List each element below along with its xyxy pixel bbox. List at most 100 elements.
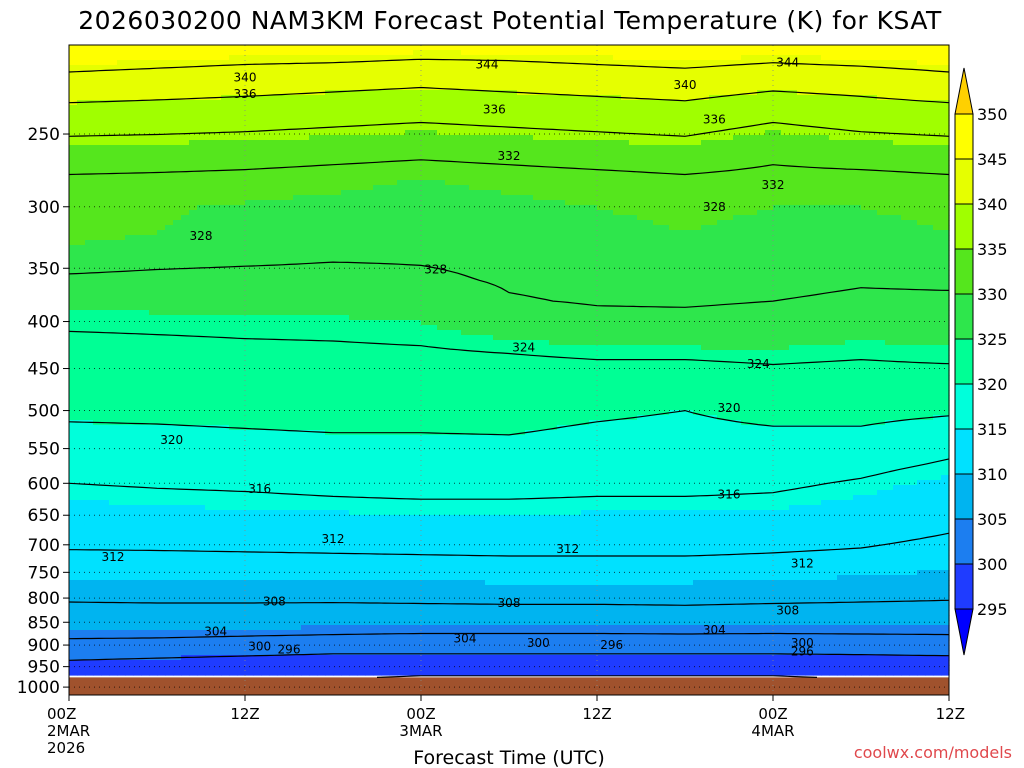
theta-cell xyxy=(349,115,358,121)
theta-cell xyxy=(141,115,150,121)
theta-cell xyxy=(349,270,358,276)
theta-cell xyxy=(229,665,238,671)
theta-cell xyxy=(293,565,302,571)
theta-cell xyxy=(229,280,238,286)
theta-cell xyxy=(117,55,126,61)
theta-cell xyxy=(69,190,78,196)
theta-cell xyxy=(109,290,118,296)
theta-cell xyxy=(125,415,134,421)
theta-cell xyxy=(285,45,294,51)
theta-cell xyxy=(317,440,326,446)
theta-cell xyxy=(189,480,198,486)
theta-cell xyxy=(245,75,254,81)
theta-cell xyxy=(317,85,326,91)
theta-cell xyxy=(277,180,286,186)
theta-cell xyxy=(109,390,118,396)
theta-cell xyxy=(309,385,318,391)
theta-cell xyxy=(77,170,86,176)
theta-cell xyxy=(269,630,278,636)
theta-cell xyxy=(293,245,302,251)
theta-cell xyxy=(285,230,294,236)
theta-cell xyxy=(77,120,86,126)
theta-cell xyxy=(197,255,206,261)
theta-cell xyxy=(221,375,230,381)
theta-cell xyxy=(133,255,142,261)
theta-cell xyxy=(277,270,286,276)
theta-cell xyxy=(205,80,214,86)
theta-cell xyxy=(157,550,166,556)
theta-cell xyxy=(357,590,366,596)
theta-cell xyxy=(125,365,134,371)
theta-cell xyxy=(277,100,286,106)
theta-cell xyxy=(205,70,214,76)
theta-cell xyxy=(165,85,174,91)
theta-cell xyxy=(365,80,374,86)
theta-cell xyxy=(213,655,222,661)
theta-cell xyxy=(141,535,150,541)
theta-cell xyxy=(77,580,86,586)
theta-cell xyxy=(253,320,262,326)
theta-cell xyxy=(93,130,102,136)
theta-cell xyxy=(125,405,134,411)
theta-cell xyxy=(301,440,310,446)
theta-cell xyxy=(229,320,238,326)
theta-cell xyxy=(189,470,198,476)
theta-cell xyxy=(269,195,278,201)
theta-cell xyxy=(325,340,334,346)
theta-cell xyxy=(117,65,126,71)
theta-cell xyxy=(229,365,238,371)
theta-cell xyxy=(213,595,222,601)
theta-cell xyxy=(93,60,102,66)
theta-cell xyxy=(205,400,214,406)
theta-cell xyxy=(173,595,182,601)
theta-cell xyxy=(189,430,198,436)
theta-cell xyxy=(93,495,102,501)
theta-cell xyxy=(205,335,214,341)
theta-cell xyxy=(213,210,222,216)
theta-cell xyxy=(293,325,302,331)
theta-cell xyxy=(93,175,102,181)
theta-cell xyxy=(117,595,126,601)
theta-cell xyxy=(357,320,366,326)
theta-cell xyxy=(245,145,254,151)
theta-cell xyxy=(173,150,182,156)
theta-cell xyxy=(309,155,318,161)
theta-cell xyxy=(357,215,366,221)
theta-cell xyxy=(237,115,246,121)
theta-cell xyxy=(173,435,182,441)
theta-cell xyxy=(277,210,286,216)
theta-cell xyxy=(373,475,382,481)
theta-cell xyxy=(181,170,190,176)
theta-cell xyxy=(205,260,214,266)
theta-cell xyxy=(309,510,318,516)
theta-cell xyxy=(205,45,214,51)
theta-cell xyxy=(357,435,366,441)
theta-cell xyxy=(69,115,78,121)
theta-cell xyxy=(157,640,166,646)
theta-cell xyxy=(157,180,166,186)
theta-cell xyxy=(77,200,86,206)
theta-cell xyxy=(109,475,118,481)
theta-cell xyxy=(349,425,358,431)
theta-cell xyxy=(261,340,270,346)
theta-cell xyxy=(357,455,366,461)
theta-cell xyxy=(69,420,78,426)
theta-cell xyxy=(157,265,166,271)
theta-cell xyxy=(301,235,310,241)
theta-cell xyxy=(69,400,78,406)
theta-cell xyxy=(317,605,326,611)
theta-cell xyxy=(325,350,334,356)
theta-cell xyxy=(365,130,374,136)
theta-cell xyxy=(189,195,198,201)
theta-cell xyxy=(325,670,334,676)
theta-cell xyxy=(261,545,270,551)
theta-cell xyxy=(245,165,254,171)
theta-cell xyxy=(381,410,390,416)
theta-cell xyxy=(277,115,286,121)
theta-cell xyxy=(173,90,182,96)
theta-cell xyxy=(309,95,318,101)
theta-cell xyxy=(77,75,86,81)
theta-cell xyxy=(141,285,150,291)
theta-cell xyxy=(157,80,166,86)
theta-cell xyxy=(245,245,254,251)
